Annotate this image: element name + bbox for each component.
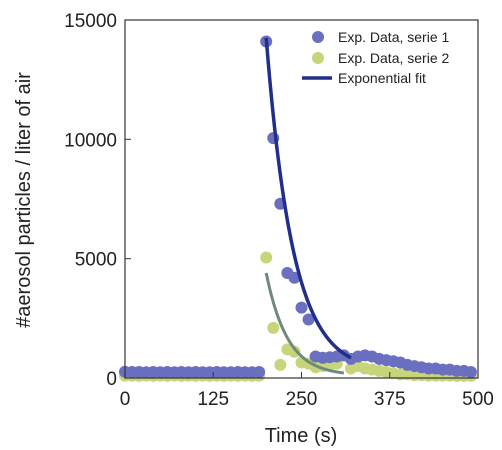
x-tick-label: 375 bbox=[374, 389, 406, 410]
data-point-series-1 bbox=[302, 313, 315, 326]
legend-label-series-2: Exp. Data, serie 2 bbox=[338, 50, 449, 66]
x-tick-label: 500 bbox=[462, 389, 494, 410]
x-tick-label: 0 bbox=[120, 389, 131, 410]
data-point-series-2 bbox=[288, 345, 301, 358]
x-tick-label: 125 bbox=[197, 389, 229, 410]
y-axis-title: #aerosol particles / liter of air bbox=[13, 72, 35, 328]
data-point-series-2 bbox=[260, 251, 273, 264]
data-point-series-1 bbox=[253, 366, 266, 379]
data-point-series-1 bbox=[288, 271, 301, 284]
legend-label-fit: Exponential fit bbox=[338, 70, 426, 86]
y-tick-label: 0 bbox=[106, 369, 117, 390]
legend-marker-series-2 bbox=[312, 52, 324, 64]
y-tick-label: 10000 bbox=[64, 130, 117, 151]
data-point-series-1 bbox=[464, 366, 477, 379]
fit-layer bbox=[264, 37, 352, 375]
data-point-series-2 bbox=[274, 358, 287, 371]
y-tick-label: 5000 bbox=[75, 250, 117, 271]
x-tick-label: 250 bbox=[286, 389, 318, 410]
x-axis-title: Time (s) bbox=[265, 425, 338, 447]
series-layer bbox=[119, 35, 477, 382]
legend-label-series-1: Exp. Data, serie 1 bbox=[338, 29, 449, 45]
exponential-fit-line bbox=[264, 37, 352, 360]
legend-marker-series-1 bbox=[312, 31, 324, 43]
exponential-fit-line-series-2 bbox=[264, 272, 345, 375]
data-point-series-1 bbox=[295, 301, 308, 314]
legend: Exp. Data, serie 1 Exp. Data, serie 2 Ex… bbox=[302, 29, 449, 86]
data-point-series-2 bbox=[267, 321, 280, 334]
y-tick-label: 15000 bbox=[64, 11, 117, 32]
